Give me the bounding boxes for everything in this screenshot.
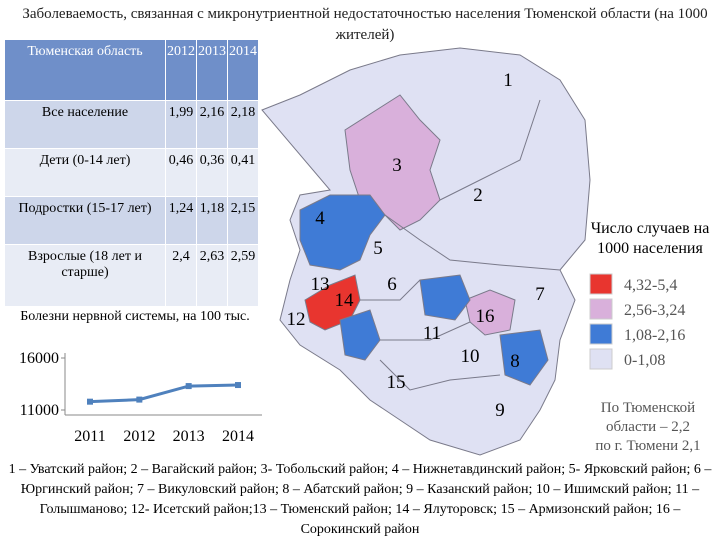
border [379,359,501,391]
border [360,279,421,301]
region-label: 10 [461,346,480,367]
table-cell: 2,15 [227,196,258,245]
table-cell: 2,16 [196,100,228,149]
table-cell: Взрослые (18 лет и старше) [5,244,166,306]
line-chart: 11000 16000 2011 2012 2013 2014 [19,350,262,445]
region-label: 9 [495,400,505,421]
region-label: 3 [392,155,402,176]
marker [185,383,192,390]
region-label: 15 [387,372,406,393]
table: Тюменская область 2012 2013 2014 Все населен… [5,40,258,306]
marker [87,398,93,405]
region-label: 8 [510,351,520,372]
legend-title: Число случаев на [591,220,710,237]
x-tick-label: 2012 [123,428,155,445]
region-label: 16 [476,306,495,327]
x-tick-label: 2014 [222,428,254,445]
note: области – 2,2 [606,419,690,435]
table-cell: 2,63 [196,244,228,306]
legend-swatch [589,273,613,295]
note: По Тюменской [601,400,695,416]
region-label: 14 [335,290,355,311]
table-cell: 1,99 [165,100,197,149]
note: по г. Тюмени 2,1 [595,438,700,454]
border [384,214,561,271]
legend-swatch [589,323,613,345]
table-cell: Подростки (15-17 лет) [5,196,166,245]
table-cell: 0,46 [165,148,197,197]
table-cell: 2,18 [227,100,258,149]
table-cell: 2,4 [165,244,197,306]
legend-swatch [589,298,613,320]
region-label: 7 [535,284,545,305]
table-row: Подростки (15-17 лет) 1,24 1,18 2,15 [5,196,258,245]
region-label: 13 [311,274,330,295]
header-row: Тюменская область 2012 2013 2014 [5,40,258,101]
chart-title: Болезни нервной системы, на 100 тыс. [20,309,250,324]
legend-label: 0-1,08 [624,352,665,369]
table-cell: Дети (0-14 лет) [5,148,166,197]
line [89,383,239,404]
region-label: 1 [503,70,513,91]
table-row: Дети (0-14 лет) 0,46 0,36 0,41 [5,148,258,197]
legend-title: 1000 населения [597,240,703,257]
region-14 [304,274,361,331]
header-cell: 2013 [196,40,228,101]
legend-label: 4,32-5,4 [624,277,677,294]
table-cell: 1,18 [196,196,228,245]
table-cell: 0,41 [227,148,258,197]
slide-title: Заболеваемость, связанная с микронутриен… [22,6,708,43]
region-label: 2 [473,185,483,206]
table-row: Взрослые (18 лет и старше) 2,4 2,63 2,59 [5,244,258,306]
header-cell: 2012 [165,40,197,101]
table-cell: 0,36 [196,148,228,197]
table-cell: Все население [5,100,166,149]
footer: 1 – Уватский район; 2 – Вагайский район;… [8,462,712,537]
header-cell: 2014 [227,40,258,101]
region-label: 4 [315,208,325,229]
x-tick-label: 2011 [74,428,105,445]
region-11 [339,309,381,361]
legend-label: 2,56-3,24 [624,302,685,319]
region-8 [499,329,549,386]
header-cell: Тюменская область [5,40,166,101]
border [439,99,541,201]
table-cell: 1,24 [165,196,197,245]
region-6 [419,274,471,321]
region-label: 5 [373,238,383,259]
x-tick-label: 2013 [173,428,205,445]
y-tick-label: 11000 [20,402,59,419]
region-4 [299,194,386,271]
border [380,321,471,341]
marker [235,382,241,389]
marker [136,396,143,403]
table-row: Все население 1,99 2,16 2,18 [5,100,258,149]
region-label: 12 [287,309,306,330]
y-tick-label: 16000 [19,350,59,367]
table-cell: 2,59 [227,244,258,306]
legend-swatch [589,348,613,370]
legend: Число случаев на 1000 населения 4,32-5,4 2,… [589,220,710,454]
region-label: 6 [387,274,397,295]
region-label: 11 [423,323,441,344]
map [261,47,591,456]
legend-label: 1,08-2,16 [624,327,685,344]
